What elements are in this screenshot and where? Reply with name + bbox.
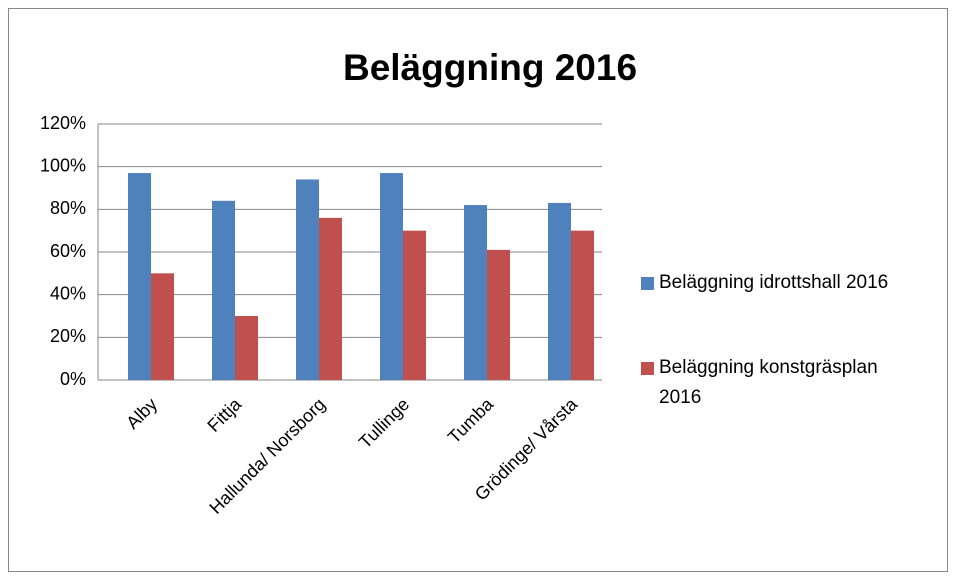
bar (548, 202, 571, 380)
bar (487, 249, 510, 380)
bar (380, 173, 403, 380)
y-tick-label: 80% (50, 198, 86, 218)
bar (212, 200, 235, 380)
bar (571, 230, 594, 380)
bar (128, 173, 151, 380)
bar (403, 230, 426, 380)
bar (151, 273, 174, 380)
legend-item: Beläggning idrottshall 2016 (641, 268, 891, 298)
y-tick-label: 120% (40, 113, 86, 133)
legend-label: Beläggning konstgräsplan 2016 (659, 357, 878, 408)
bar (319, 217, 342, 380)
y-tick-label: 0% (60, 369, 86, 389)
y-tick-label: 20% (50, 326, 86, 346)
chart-title: Beläggning 2016 (343, 47, 637, 88)
bar (464, 205, 487, 380)
y-tick-label: 100% (40, 155, 86, 175)
legend-item: Beläggning konstgräsplan 2016 (641, 353, 891, 413)
bar (235, 316, 258, 380)
legend-label: Beläggning idrottshall 2016 (659, 272, 889, 293)
bar (296, 179, 319, 380)
legend-swatch (641, 277, 654, 290)
y-tick-label: 40% (50, 283, 86, 303)
y-tick-label: 60% (50, 241, 86, 261)
legend-swatch (641, 362, 654, 375)
